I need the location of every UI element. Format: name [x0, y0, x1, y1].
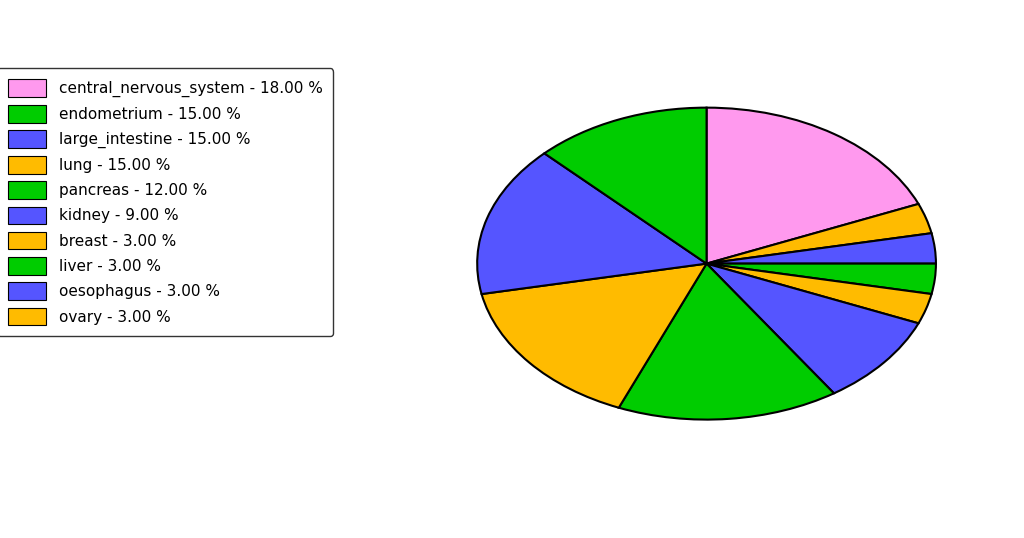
Wedge shape — [481, 264, 707, 408]
Wedge shape — [545, 108, 707, 264]
Wedge shape — [707, 264, 919, 393]
Wedge shape — [707, 264, 936, 294]
Wedge shape — [707, 204, 932, 264]
Wedge shape — [707, 233, 936, 264]
Wedge shape — [707, 108, 919, 264]
Wedge shape — [477, 153, 707, 294]
Wedge shape — [707, 264, 932, 323]
Legend: central_nervous_system - 18.00 %, endometrium - 15.00 %, large_intestine - 15.00: central_nervous_system - 18.00 %, endome… — [0, 68, 333, 336]
Wedge shape — [618, 264, 834, 420]
